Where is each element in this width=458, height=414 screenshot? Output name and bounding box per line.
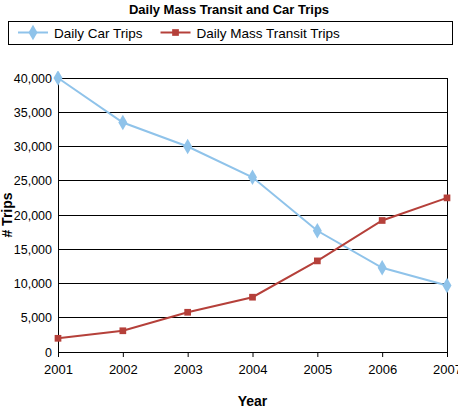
y-tick: 35,000 (14, 106, 58, 120)
y-tick-label: 20,000 (14, 209, 52, 223)
y-tick: 20,000 (14, 209, 58, 223)
y-tick-label: 0 (45, 346, 52, 360)
series-marker (314, 258, 321, 265)
x-tick-mark (188, 352, 189, 357)
x-tick-label: 2002 (109, 362, 138, 377)
legend-box (8, 21, 452, 44)
series-line (58, 78, 447, 286)
x-tick: 2001 (44, 352, 73, 377)
x-tick: 2002 (109, 352, 138, 377)
y-axis-title: # Trips (0, 192, 15, 237)
series-marker (378, 260, 387, 276)
series-marker (183, 139, 192, 155)
y-tick-label: 10,000 (14, 277, 52, 291)
x-tick-label: 2007 (433, 362, 458, 377)
y-tick-label: 40,000 (14, 72, 52, 86)
x-tick-label: 2006 (368, 362, 397, 377)
title: Daily Mass Transit and Car Trips (129, 2, 329, 17)
x-tick-mark (317, 352, 318, 357)
x-tick-mark (382, 352, 383, 357)
grid-line (58, 112, 447, 113)
y-tick-label: 5,000 (21, 311, 52, 325)
y-tick-label: 15,000 (14, 243, 52, 257)
legend-marker (29, 25, 38, 41)
grid-line (58, 146, 447, 147)
x-tick-label: 2003 (174, 362, 203, 377)
series-line (58, 198, 447, 338)
x-axis: 2001 2002 2003 2004 2005 2006 2007 (44, 352, 458, 377)
grid-line (58, 283, 447, 284)
series-marker (55, 335, 62, 342)
y-tick: 0 (45, 346, 58, 360)
y-tick-label: 30,000 (14, 140, 52, 154)
legend-label: Daily Mass Transit Trips (197, 26, 341, 41)
series-marker (379, 217, 386, 224)
y-tick-label: 25,000 (14, 174, 52, 188)
x-tick: 2004 (239, 352, 268, 377)
x-tick-mark (123, 352, 124, 357)
x-axis-title: Year (238, 393, 268, 409)
y-axis-line (58, 79, 59, 353)
legend-marker (172, 29, 179, 36)
x-tick-mark (58, 352, 59, 357)
y-tick: 30,000 (14, 140, 58, 154)
y-tick: 5,000 (21, 311, 58, 325)
x-tick-mark (447, 352, 448, 357)
chart: Daily Mass Transit and Car Trips 0 5,000 10… (0, 0, 458, 414)
legend-entry: Daily Car Trips (18, 25, 143, 41)
x-tick: 2007 (433, 352, 458, 377)
series-marker (118, 115, 127, 131)
frame-right (447, 78, 448, 352)
x-tick-label: 2001 (44, 362, 73, 377)
series-marker (444, 195, 451, 202)
y-tick: 40,000 (14, 72, 58, 86)
x-tick: 2005 (303, 352, 332, 377)
grid-line (58, 215, 447, 216)
series-marker (119, 327, 126, 334)
plot-area (54, 71, 452, 342)
y-tick-label: 35,000 (14, 106, 52, 120)
series-marker (248, 170, 257, 186)
y-tick: 25,000 (14, 174, 58, 188)
x-tick-label: 2005 (303, 362, 332, 377)
grid-line (58, 249, 447, 250)
y-axis: 0 5,000 10,000 15,000 20,000 25,000 30,000 35,0… (14, 72, 59, 360)
series-marker (443, 278, 452, 294)
x-tick-mark (253, 352, 254, 357)
y-tick: 10,000 (14, 277, 58, 291)
series-marker (54, 71, 63, 86)
series-marker (313, 223, 322, 239)
series-marker (184, 309, 191, 316)
x-tick: 2006 (368, 352, 397, 377)
y-tick: 15,000 (14, 243, 58, 257)
x-tick-label: 2004 (239, 362, 268, 377)
grid-line (58, 317, 447, 318)
grid-line (58, 78, 447, 79)
legend-entry: Daily Mass Transit Trips (161, 26, 341, 41)
x-tick: 2003 (174, 352, 203, 377)
grid (58, 78, 447, 352)
legend: Daily Car Trips Daily Mass Transit Trips (8, 21, 452, 44)
frame-top (58, 78, 447, 79)
series-marker (249, 294, 256, 301)
legend-label: Daily Car Trips (54, 26, 143, 41)
